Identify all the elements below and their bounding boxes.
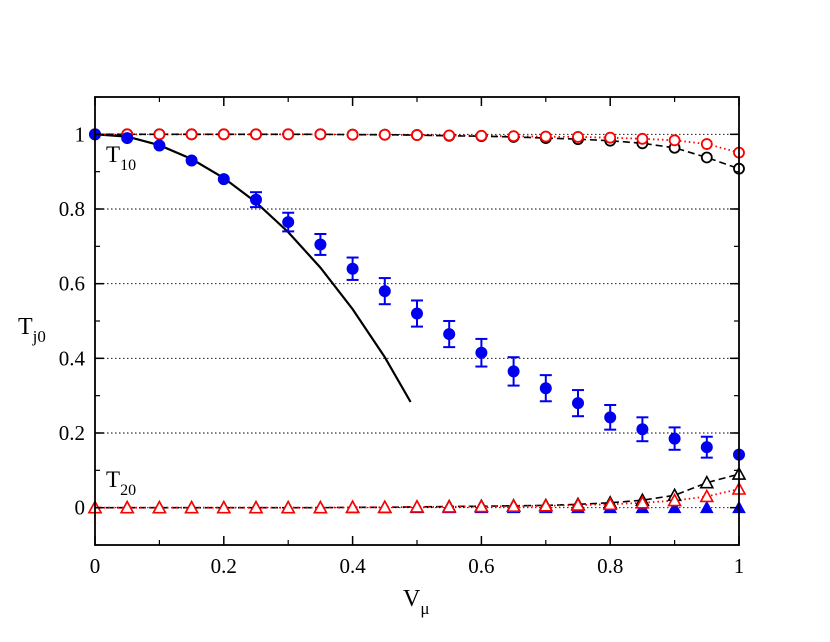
series-2-point	[411, 129, 423, 141]
y-axis-title-main: T	[18, 314, 33, 340]
series-2-point	[153, 128, 166, 141]
simulation-point	[668, 432, 681, 445]
series-4-point	[699, 474, 715, 489]
series-5-point	[699, 488, 715, 503]
simulation-point	[443, 328, 456, 341]
series-5-point	[184, 499, 199, 514]
simulation-point	[346, 262, 359, 275]
x-tick-label: 0.4	[339, 554, 366, 578]
simulation-point	[121, 132, 134, 145]
x-tick-label: 0.6	[468, 554, 494, 578]
series-5-point	[280, 499, 296, 514]
x-tick-label: 0.2	[211, 554, 237, 578]
series-2-point	[507, 130, 520, 143]
x-axis-title-sub: μ	[420, 599, 429, 618]
series-5-point	[119, 499, 135, 514]
simulation-point	[250, 193, 262, 206]
series-5-point	[377, 499, 393, 514]
simulation-point	[700, 441, 713, 454]
series-5-point	[570, 497, 586, 511]
simulation-point	[636, 423, 649, 436]
x-axis-title-main: V	[403, 586, 421, 612]
series-2-point	[539, 130, 552, 143]
simulation-point	[475, 346, 488, 359]
series-5-point	[667, 492, 682, 507]
annotation-t10-sub: 10	[120, 157, 136, 174]
annotation-t20-main: T	[106, 467, 120, 492]
simulation-point	[572, 397, 584, 410]
simulation-point	[507, 365, 520, 378]
series-6-point	[667, 500, 682, 514]
plot-series	[87, 128, 747, 514]
axis-ticks: 00.20.40.60.810 0.2 0.4 0.6 0.8 1	[59, 96, 745, 578]
series-5-point	[345, 499, 360, 514]
x-tick-label: 0	[90, 554, 101, 578]
series-2-point	[185, 128, 198, 141]
y-tick-label: 0.6	[59, 272, 85, 296]
series-2-point	[217, 128, 230, 141]
series-2-point	[668, 134, 681, 147]
simulation-point	[539, 382, 552, 395]
series-5-point	[441, 499, 457, 513]
grid-lines	[95, 133, 739, 509]
y-tick-label: 0.4	[59, 346, 86, 370]
series-5-point	[506, 498, 521, 512]
annotation-t20-sub: 20	[120, 482, 136, 499]
annotation-t20: T20	[106, 467, 136, 499]
simulation-point	[153, 139, 166, 152]
series-5-point	[635, 495, 650, 509]
series-2-point	[250, 128, 262, 141]
series-2-point	[443, 129, 456, 142]
series-2-point	[636, 132, 649, 145]
x-axis-title: Vμ	[403, 586, 429, 618]
series-3-point	[700, 151, 713, 164]
series-5-point	[538, 498, 554, 512]
series-2-point	[700, 138, 713, 150]
series-5-point	[474, 498, 489, 513]
series-5-point	[313, 499, 328, 514]
series-2-point	[378, 128, 391, 141]
series-5-point	[216, 499, 232, 514]
series-5-point	[248, 499, 264, 514]
series-5-dotted-line	[95, 488, 740, 509]
y-axis-title-sub: j0	[32, 327, 46, 346]
simulation-point	[314, 238, 327, 251]
series-2-point	[314, 128, 327, 141]
series-5-point	[409, 499, 425, 513]
y-axis-title: Tj0	[18, 314, 46, 346]
simulation-point	[604, 411, 617, 424]
series-2-dotted-line	[95, 133, 740, 154]
y-tick-label: 0.8	[59, 197, 85, 221]
y-tick-label: 1	[75, 122, 86, 146]
series-2-point	[572, 131, 584, 143]
simulation-point	[378, 285, 391, 298]
series-5-point	[602, 496, 618, 511]
annotation-t10: T10	[106, 142, 136, 174]
series-2-point	[604, 131, 617, 144]
simulation-point	[217, 173, 230, 186]
x-tick-label: 0.8	[597, 554, 623, 578]
x-tick-label: 1	[734, 554, 745, 578]
series-5-point	[152, 499, 167, 514]
simulation-point	[185, 154, 198, 167]
series-2-point	[346, 128, 359, 141]
series-6-point	[699, 500, 714, 514]
y-tick-label: 0	[75, 496, 86, 520]
simulation-point	[282, 216, 295, 229]
simulation-point	[411, 307, 423, 320]
annotation-t10-main: T	[106, 142, 120, 167]
series-2-point	[475, 129, 488, 142]
series-2-point	[282, 128, 295, 141]
y-tick-label: 0.2	[59, 421, 85, 445]
